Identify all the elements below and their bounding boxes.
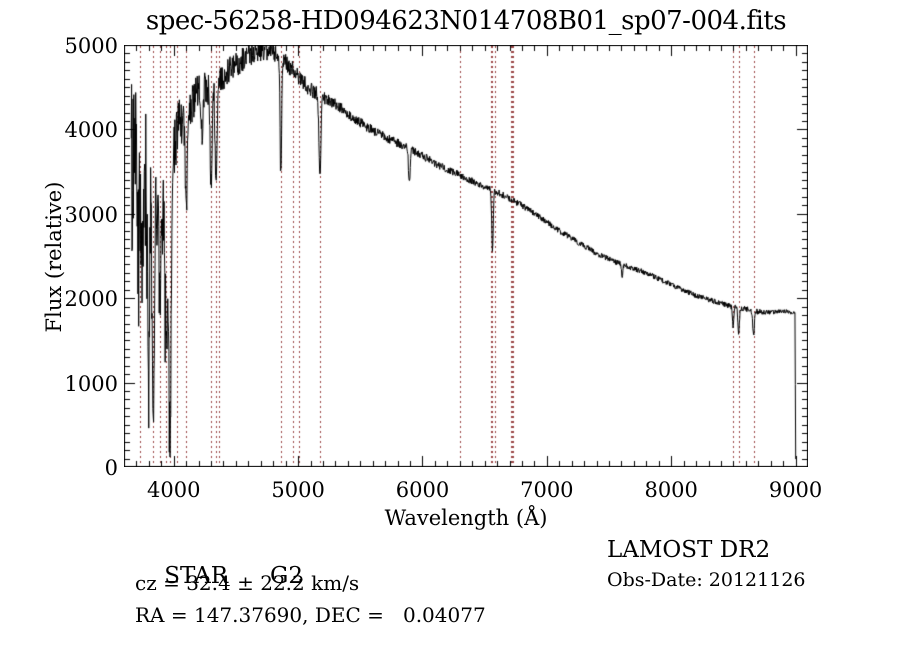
obs-date-text: Obs-Date: 20121126	[607, 569, 806, 591]
y-tick-label: 4000	[64, 118, 118, 143]
y-tick-label: 0	[104, 456, 118, 480]
class-type-label: STAR	[164, 563, 229, 589]
cz-text: cz = 32.4 ± 22.2 km/s	[135, 571, 360, 595]
radec-text: RA = 147.37690, DEC = 0.04077	[135, 603, 486, 627]
y-tick-label: 2000	[64, 287, 118, 312]
x-tick-label: 9000	[768, 478, 823, 502]
y-tick-label: 5000	[64, 34, 118, 58]
x-tick-label: 4000	[147, 478, 201, 502]
subclass-label: G2	[270, 563, 304, 589]
plot-area: HηHGHβMgHαSIICaIIOIIKHδOIIIOIIINIILiCaII…	[124, 45, 808, 467]
x-tick-label: 7000	[520, 478, 574, 502]
classification-text: STAR G2	[135, 537, 303, 615]
x-tick-label: 5000	[271, 478, 325, 502]
y-tick-label: 3000	[64, 202, 118, 227]
figure-title: spec-56258-HD094623N014708B01_sp07-004.f…	[145, 6, 787, 36]
survey-label: LAMOST DR2	[607, 537, 771, 563]
x-axis-title: Wavelength (Å)	[384, 506, 548, 530]
spectrum-canvas	[124, 45, 808, 467]
x-tick-label: 6000	[395, 478, 450, 502]
x-tick-label: 8000	[644, 478, 698, 502]
y-axis-title: Flux (relative)	[42, 181, 66, 333]
y-tick-label: 1000	[64, 371, 118, 396]
